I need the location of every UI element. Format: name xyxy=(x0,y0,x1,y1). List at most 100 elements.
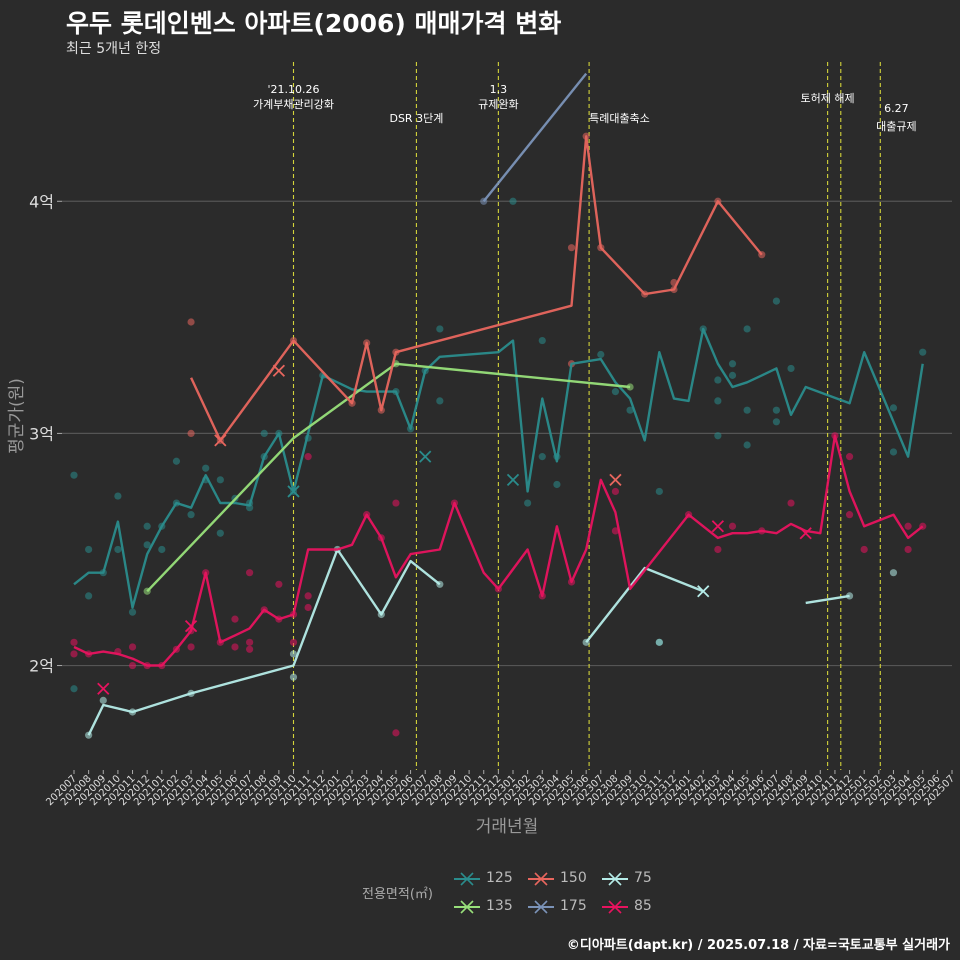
x-marker-150 xyxy=(609,473,622,486)
annotation-label: 특례대출축소 xyxy=(589,112,650,125)
data-point-125 xyxy=(787,364,795,373)
data-point-125 xyxy=(728,360,737,368)
data-point-85 xyxy=(904,522,912,530)
chart-subtitle: 최근 5개년 한정 xyxy=(66,41,162,57)
x-marker-150 xyxy=(214,434,227,447)
data-point-85 xyxy=(845,511,854,519)
data-point-125 xyxy=(655,487,663,496)
legend-title: 전용면적(㎡) xyxy=(362,887,433,902)
y-tick-label: 4억 xyxy=(29,192,54,211)
data-point-125 xyxy=(85,592,93,600)
data-point-125 xyxy=(772,297,781,305)
data-point-125 xyxy=(216,529,224,537)
x-marker-125 xyxy=(419,450,432,463)
data-point-125 xyxy=(743,325,751,333)
series-line-75 xyxy=(805,594,850,605)
data-point-85 xyxy=(728,522,737,530)
data-point-85 xyxy=(904,545,912,554)
data-point-75 xyxy=(99,696,107,704)
data-point-125 xyxy=(202,464,210,472)
data-point-150 xyxy=(567,244,576,252)
y-tick-label: 2억 xyxy=(29,657,54,676)
x-marker-85 xyxy=(97,682,110,695)
annotation-label: 대출규제 xyxy=(876,120,916,133)
data-point-125 xyxy=(216,476,224,484)
data-point-125 xyxy=(743,441,751,449)
data-point-75 xyxy=(889,569,898,577)
x-marker-85 xyxy=(184,619,198,633)
data-point-85 xyxy=(246,645,254,653)
data-point-85 xyxy=(128,661,137,670)
x-marker-85 xyxy=(711,520,725,533)
annotation-label: 1.3 xyxy=(490,83,508,96)
data-point-75 xyxy=(289,673,298,681)
data-point-125 xyxy=(889,404,898,412)
data-point-85 xyxy=(611,487,620,496)
x-axis-label: 거래년월 xyxy=(476,817,539,837)
data-point-85 xyxy=(246,638,254,646)
data-point-125 xyxy=(436,325,444,333)
legend-label-175: 175 xyxy=(560,898,587,914)
data-point-85 xyxy=(304,592,312,600)
data-point-85 xyxy=(231,643,239,651)
x-marker-75 xyxy=(697,585,710,598)
x-marker-125 xyxy=(506,473,520,486)
annotation-label: 6.27 xyxy=(884,102,909,115)
annotation-label: '21.10.26 xyxy=(267,83,319,96)
legend-label-150: 150 xyxy=(560,870,587,886)
data-point-85 xyxy=(845,453,854,461)
data-point-125 xyxy=(611,388,620,396)
x-marker-150 xyxy=(272,364,286,377)
legend: 전용면적(㎡) 125 135 150 175 75 85 xyxy=(362,866,662,926)
data-point-125 xyxy=(553,480,561,489)
data-point-125 xyxy=(538,336,546,345)
series-line-125 xyxy=(73,327,924,609)
data-point-85 xyxy=(289,638,298,646)
source-caption: ©디아파트(dapt.kr) / 2025.07.18 / 자료=국토교통부 실… xyxy=(566,938,950,953)
data-point-125 xyxy=(187,511,195,519)
series-line-85 xyxy=(73,434,924,667)
data-point-85 xyxy=(70,638,78,646)
data-point-85 xyxy=(304,603,312,612)
chart-title: 우두 롯데인벤스 아파트(2006) 매매가격 변화 xyxy=(66,9,562,38)
annotation-label: 규제완화 xyxy=(478,98,518,111)
data-point-85 xyxy=(70,650,78,658)
data-point-85 xyxy=(392,499,400,507)
data-point-85 xyxy=(392,729,400,737)
data-point-85 xyxy=(246,569,254,577)
legend-label-75: 75 xyxy=(634,870,652,886)
data-point-125 xyxy=(538,453,546,461)
data-point-125 xyxy=(70,685,78,693)
legend-label-135: 135 xyxy=(486,898,513,914)
data-point-85 xyxy=(187,643,195,651)
data-point-150 xyxy=(187,318,195,326)
data-point-125 xyxy=(260,429,268,438)
annotation-label: 가계부채관리강화 xyxy=(253,98,334,111)
y-axis-label: 평균가(원) xyxy=(7,378,27,454)
data-point-125 xyxy=(436,397,444,405)
data-point-150 xyxy=(187,429,195,438)
data-point-125 xyxy=(714,397,722,405)
data-point-85 xyxy=(860,545,868,554)
data-point-85 xyxy=(304,453,312,461)
data-point-85 xyxy=(611,527,620,535)
data-point-125 xyxy=(509,197,517,205)
data-point-85 xyxy=(128,643,137,651)
data-point-125 xyxy=(114,492,122,500)
data-point-125 xyxy=(919,348,927,356)
data-point-125 xyxy=(626,406,634,414)
x-marker-85 xyxy=(799,527,812,540)
data-point-125 xyxy=(114,545,122,554)
series-line-150 xyxy=(190,135,763,442)
data-point-125 xyxy=(85,545,93,554)
data-point-85 xyxy=(787,499,795,507)
data-point-125 xyxy=(889,448,898,456)
legend-label-85: 85 xyxy=(634,898,652,914)
series-line-135 xyxy=(146,362,631,593)
data-point-125 xyxy=(743,406,751,414)
data-point-75 xyxy=(655,638,663,646)
x-marker-125 xyxy=(287,485,300,498)
series-line-75 xyxy=(585,566,704,644)
y-tick-label: 3억 xyxy=(29,424,54,443)
data-point-85 xyxy=(714,545,722,554)
